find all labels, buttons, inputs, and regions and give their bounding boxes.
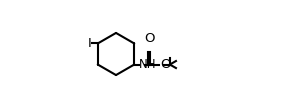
Text: O: O	[144, 32, 154, 45]
Text: O: O	[160, 58, 170, 71]
Text: NH: NH	[139, 58, 157, 71]
Text: I: I	[88, 37, 91, 50]
